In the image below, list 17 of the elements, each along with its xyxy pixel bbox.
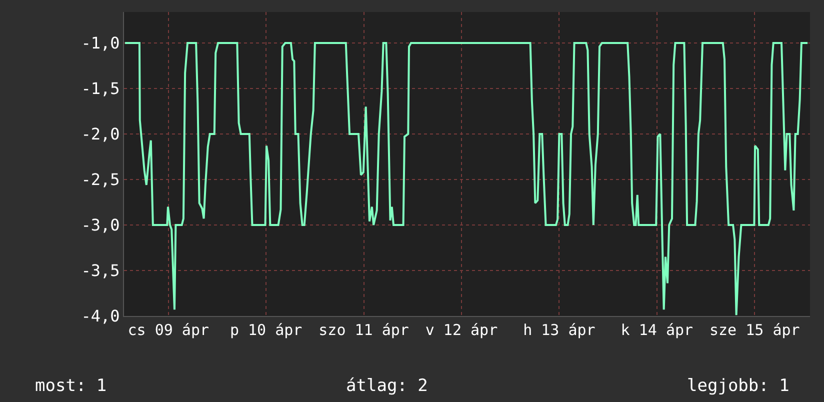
x-tick-label: cs 09 ápr <box>128 321 210 339</box>
x-tick-label: h 13 ápr <box>523 321 596 339</box>
x-tick-label: v 12 ápr <box>425 321 498 339</box>
y-tick-label: -3,0 <box>81 216 120 235</box>
y-tick-label: -1,0 <box>81 34 120 53</box>
y-tick-label: -1,5 <box>81 79 120 98</box>
y-tick-label: -2,0 <box>81 124 120 144</box>
y-tick-label: -3,5 <box>81 261 120 280</box>
x-tick-label: k 14 ápr <box>620 321 694 339</box>
y-tick-label: -4,0 <box>81 306 120 326</box>
y-tick-label: -2,5 <box>81 170 120 190</box>
text: legjobb: 1 <box>687 376 790 396</box>
text: átlag: 2 <box>346 376 428 396</box>
text: most: 1 <box>35 376 107 396</box>
x-tick-label: szo 11 ápr <box>318 321 409 339</box>
x-tick-label: sze 15 ápr <box>709 321 800 339</box>
x-tick-label: p 10 ápr <box>230 321 302 339</box>
